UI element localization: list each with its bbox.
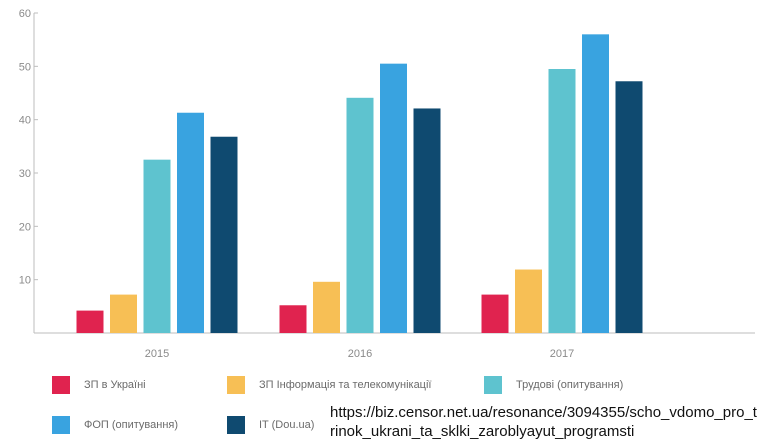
bar-2016-3 — [380, 63, 407, 334]
bar-2016-2 — [346, 97, 374, 333]
y-tick-label: 30 — [19, 168, 31, 180]
y-tick-label: 10 — [19, 275, 31, 287]
chart-bars — [76, 34, 643, 334]
bar-2016-4 — [413, 108, 441, 333]
bar-2016-1 — [313, 281, 340, 333]
y-axis-ticks: 10 20 30 40 50 60 — [19, 8, 38, 287]
bar-2015-4 — [210, 136, 238, 333]
y-tick-label: 20 — [19, 221, 31, 233]
y-tick-label: 50 — [19, 61, 31, 73]
bar-2015-0 — [76, 310, 104, 333]
bar-2017-0 — [481, 294, 509, 333]
bar-2017-1 — [515, 269, 542, 333]
x-tick-label: 2016 — [348, 348, 372, 360]
bar-2017-4 — [615, 81, 643, 334]
bar-2016-0 — [279, 305, 307, 333]
bar-2015-2 — [143, 159, 171, 333]
bar-2015-1 — [110, 294, 137, 333]
source-url: https://biz.censor.net.ua/resonance/3094… — [330, 404, 757, 440]
x-axis-labels: 2015 2016 2017 — [145, 348, 574, 360]
x-tick-label: 2017 — [550, 348, 574, 360]
y-tick-label: 60 — [19, 8, 31, 20]
bar-2015-3 — [177, 112, 204, 333]
bar-2017-2 — [548, 69, 576, 333]
x-tick-label: 2015 — [145, 348, 169, 360]
bar-2017-3 — [582, 34, 609, 333]
y-tick-label: 40 — [19, 115, 31, 127]
